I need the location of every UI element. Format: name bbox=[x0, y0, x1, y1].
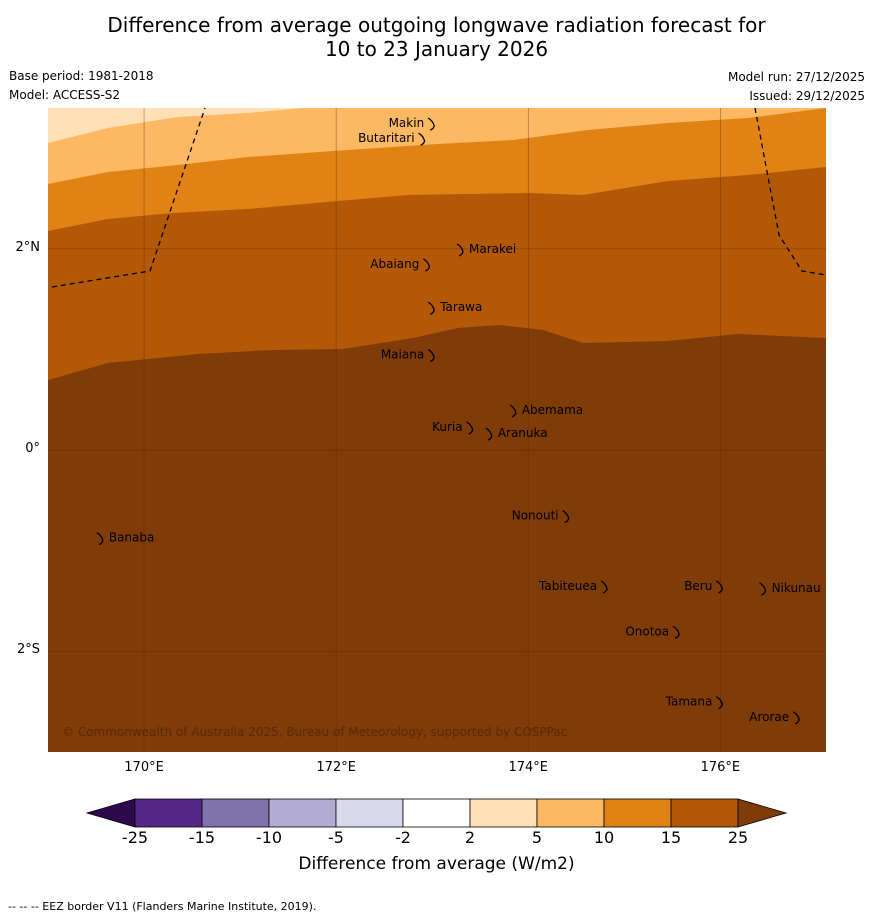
colorbar-tick: -25 bbox=[121, 828, 149, 847]
colorbar-segment bbox=[670, 798, 739, 828]
map-title-line-1: Difference from average outgoing longwav… bbox=[107, 13, 766, 37]
colorbar-tick: 10 bbox=[593, 828, 615, 847]
colorbar-label: Difference from average (W/m2) bbox=[298, 854, 575, 874]
model-label: Model: ACCESS-S2 bbox=[9, 88, 121, 102]
longitude-tick-label: 176°E bbox=[700, 760, 741, 775]
colorbar-segment bbox=[469, 798, 538, 828]
island-label: Tarawa bbox=[439, 300, 482, 314]
island-outline bbox=[427, 301, 435, 315]
latitude-tick-label: 2°N bbox=[15, 239, 41, 255]
island-label: Banaba bbox=[109, 531, 155, 545]
colorbar-tick: -2 bbox=[395, 828, 411, 847]
island-label: Arorae bbox=[749, 710, 789, 724]
colorbar-tick: -5 bbox=[328, 828, 344, 847]
island-label: Butaritari bbox=[358, 131, 415, 145]
colorbar-segment bbox=[201, 798, 270, 828]
colorbar-tick: 25 bbox=[727, 828, 749, 847]
colorbar-segments bbox=[86, 798, 788, 828]
colorbar-tick: -10 bbox=[255, 828, 283, 847]
island-label: Nikunau bbox=[772, 581, 821, 595]
graticule bbox=[48, 108, 826, 752]
island-label: Kuria bbox=[432, 420, 463, 434]
model-run-label: Model run: 27/12/2025 bbox=[727, 70, 865, 84]
eez-border-east bbox=[754, 108, 826, 276]
eez-border-west bbox=[51, 108, 206, 288]
latitude-tick-label: 0° bbox=[25, 441, 40, 457]
island-outline bbox=[759, 582, 767, 596]
colorbar-segment bbox=[536, 798, 605, 828]
eez-border bbox=[51, 108, 826, 288]
colorbar-tick: 5 bbox=[531, 828, 543, 847]
island-label: Marakei bbox=[469, 242, 516, 256]
copyright-notice: © Commonwealth of Australia 2025, Bureau… bbox=[62, 725, 567, 739]
island-outline bbox=[715, 696, 724, 710]
colorbar-segment bbox=[603, 798, 672, 828]
map-title-line-2: 10 to 23 January 2026 bbox=[324, 37, 549, 61]
island-outline bbox=[427, 117, 435, 131]
island-outline bbox=[427, 348, 435, 363]
base-period-label: Base period: 1981-2018 bbox=[9, 69, 154, 83]
island-outline bbox=[672, 625, 680, 639]
longitude-tick-label: 172°E bbox=[316, 760, 356, 775]
island-label: Aranuka bbox=[498, 426, 548, 440]
island-label: Abaiang bbox=[370, 257, 419, 271]
island-label: Nonouti bbox=[512, 509, 559, 523]
colorbar bbox=[86, 798, 788, 828]
island-label: Onotoa bbox=[625, 624, 669, 638]
issued-label: Issued: 29/12/2025 bbox=[749, 89, 865, 103]
colorbar-segment bbox=[134, 798, 203, 828]
island-outline bbox=[423, 258, 431, 272]
colorbar-tick: 15 bbox=[660, 828, 682, 847]
longitude-tick-label: 174°E bbox=[508, 760, 548, 775]
longitude-tick-label: 170°E bbox=[124, 760, 164, 775]
colorbar-over-arrow bbox=[737, 798, 788, 828]
island-outline bbox=[792, 711, 800, 725]
island-label: Abemama bbox=[522, 403, 583, 417]
island-outline bbox=[562, 509, 570, 524]
colorbar-tick: -15 bbox=[188, 828, 216, 847]
band-5-to-10 bbox=[48, 108, 826, 184]
band-2-to-5 bbox=[48, 108, 303, 143]
island-label: Tamana bbox=[665, 695, 713, 709]
colorbar-tick: 2 bbox=[464, 828, 476, 847]
island-label: Maiana bbox=[381, 348, 424, 362]
island-outline bbox=[96, 532, 104, 546]
island-outline bbox=[485, 427, 493, 441]
island-outline bbox=[466, 421, 474, 435]
colorbar-segment bbox=[335, 798, 404, 828]
island-outline bbox=[418, 132, 426, 146]
island-label: Beru bbox=[684, 579, 712, 593]
eez-footnote: -- -- -- EEZ border V11 (Flanders Marine… bbox=[8, 900, 317, 913]
island-outline bbox=[715, 580, 724, 594]
contour-fill bbox=[48, 108, 826, 752]
island-label: Makin bbox=[389, 116, 425, 130]
colorbar-under-arrow bbox=[86, 798, 136, 828]
island-label: Tabiteuea bbox=[538, 579, 597, 593]
island-outline bbox=[509, 404, 517, 418]
island-outline bbox=[600, 580, 608, 594]
colorbar-segment bbox=[268, 798, 337, 828]
island-outline bbox=[456, 243, 464, 257]
colorbar-segment bbox=[402, 798, 471, 828]
latitude-tick-label: 2°S bbox=[16, 642, 40, 658]
